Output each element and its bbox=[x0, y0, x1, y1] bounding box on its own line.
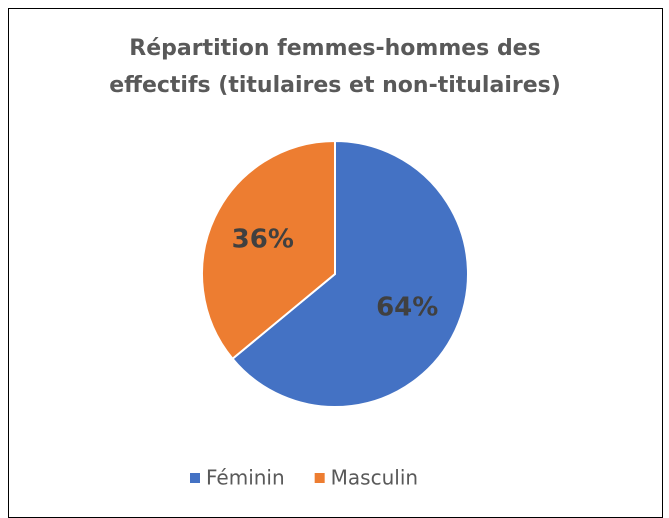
legend-swatch bbox=[190, 473, 200, 483]
pie-slice bbox=[201, 139, 336, 361]
legend-label: Féminin bbox=[206, 466, 285, 490]
legend-swatch bbox=[314, 473, 325, 483]
data-label: 36% bbox=[232, 225, 294, 255]
pie-slice bbox=[231, 139, 469, 408]
chart-title: Répartition femmes-hommes des effectifs … bbox=[109, 36, 561, 98]
legend-label: Masculin bbox=[331, 466, 418, 490]
data-label: 64% bbox=[376, 292, 438, 322]
